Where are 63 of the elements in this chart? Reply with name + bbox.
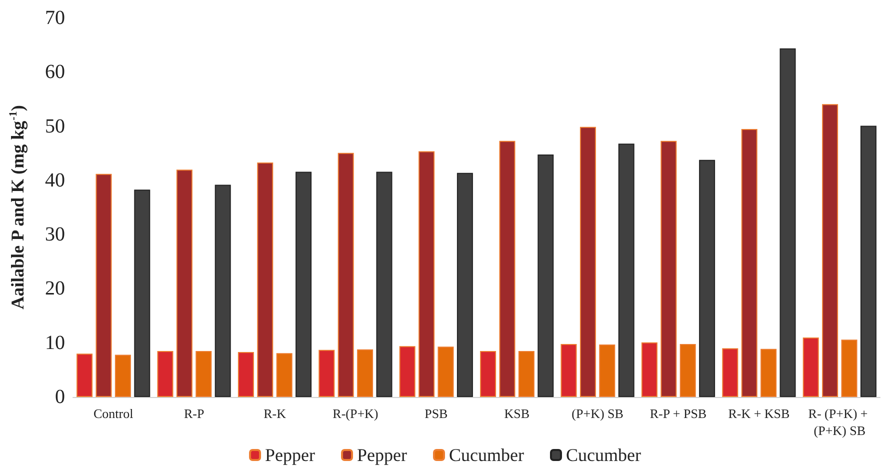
x-tick-label: KSB [504,406,530,421]
bar [780,48,796,397]
x-tick-label: (P+K) SB [572,406,624,421]
y-tick-label: 60 [45,61,65,84]
bar [114,354,131,397]
bar [560,344,577,397]
y-tick-label: 50 [45,115,65,138]
bar [357,349,374,397]
bar [660,140,677,397]
y-tick-label: 70 [45,7,65,29]
bar [580,126,596,397]
bar [680,344,696,397]
x-tick-label: R-K [264,406,287,421]
x-tick-label: PSB [424,406,448,421]
bar [841,340,858,397]
y-tick-label: 0 [55,386,65,408]
bar [157,350,174,397]
bar [96,174,112,397]
bar [257,162,274,397]
bar [399,346,416,397]
bar [802,337,819,397]
legend-label: Cucumber [449,445,524,465]
bar [699,160,716,397]
bar [741,128,758,397]
x-tick-label: Control [93,406,134,421]
bar [599,344,616,397]
bar [76,354,93,397]
bar [618,144,634,397]
y-axis-title: Aailable P and K (mg kg-1) [8,105,28,310]
bar [418,151,435,397]
x-tick-label: R- (P+K) + (P+K) SB [808,406,871,438]
bar [480,350,496,397]
bar [438,346,454,397]
bar [214,184,231,397]
bar [276,353,292,397]
legend-label: Pepper [265,445,316,465]
y-tick-label: 30 [45,224,65,246]
x-tick-label: R-P [184,406,204,421]
bar [722,348,738,397]
bar [456,172,473,397]
y-tick-label: 20 [45,278,65,300]
bar [176,170,192,397]
x-tick-label: R-P + PSB [650,406,707,421]
x-tick-label: R-(P+K) [332,406,378,421]
legend-label: Cucumber [566,445,641,465]
bar [376,172,392,397]
bar [822,104,838,397]
bar [641,342,658,397]
y-tick-label: 10 [45,332,65,354]
bar [196,350,212,397]
bar [518,350,534,397]
x-tick-label: R-K + KSB [728,406,790,421]
bar [338,152,354,397]
bar [318,350,335,397]
bar [760,348,777,397]
bar [296,172,312,397]
bar [860,126,876,397]
bar [134,190,150,397]
bar [238,352,254,397]
bar [538,154,554,397]
bar [499,140,516,397]
legend-label: Pepper [357,445,408,465]
y-tick-label: 40 [45,169,65,192]
